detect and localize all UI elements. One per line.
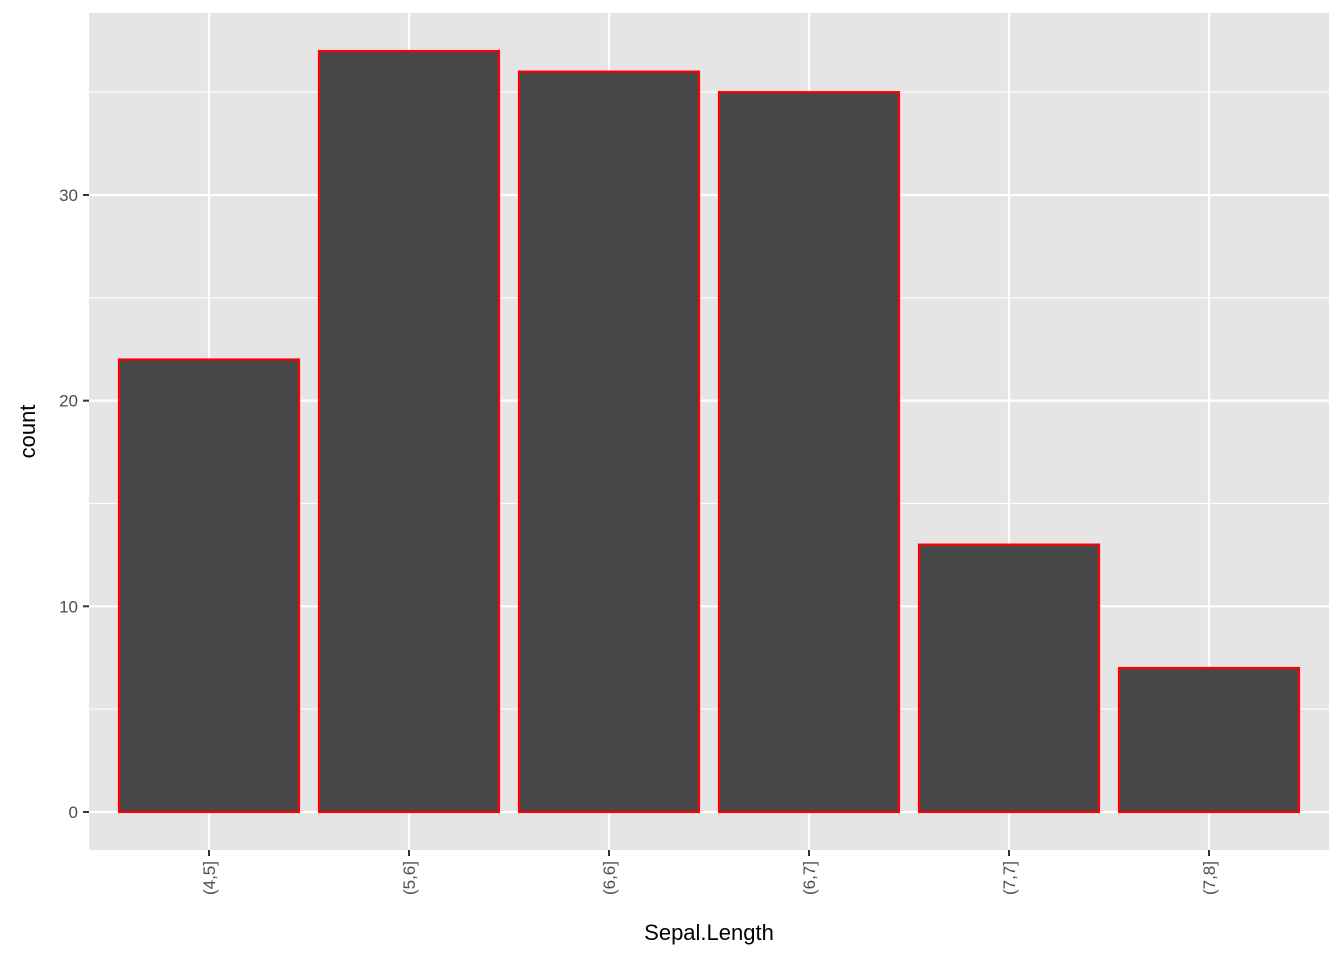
x-tick-label: (6,6] (600, 861, 619, 895)
y-tick-label: 30 (59, 186, 78, 205)
x-axis: (4,5] (5,6] (6,6] (6,7] (7,7] (7,8] (200, 850, 1219, 895)
y-axis-title: count (15, 405, 40, 459)
bar-(7,8] (1117, 666, 1301, 814)
bar-(6,7] (717, 91, 901, 814)
x-tick-label: (4,5] (200, 861, 219, 895)
bar-(7,7] (917, 543, 1101, 814)
bar-(4,5] (117, 358, 301, 814)
y-tick-label: 10 (59, 597, 78, 616)
y-tick-label: 0 (69, 803, 78, 822)
x-axis-title: Sepal.Length (644, 920, 774, 945)
y-tick-label: 20 (59, 392, 78, 411)
x-tick-label: (7,8] (1200, 861, 1219, 895)
x-tick-label: (6,7] (800, 861, 819, 895)
bar-(5,6] (317, 49, 501, 814)
x-tick-label: (5,6] (400, 861, 419, 895)
y-axis: 0 10 20 30 (59, 186, 89, 822)
bars (117, 49, 1301, 814)
bar-(6,6] (517, 70, 701, 814)
x-tick-label: (7,7] (1000, 861, 1019, 895)
